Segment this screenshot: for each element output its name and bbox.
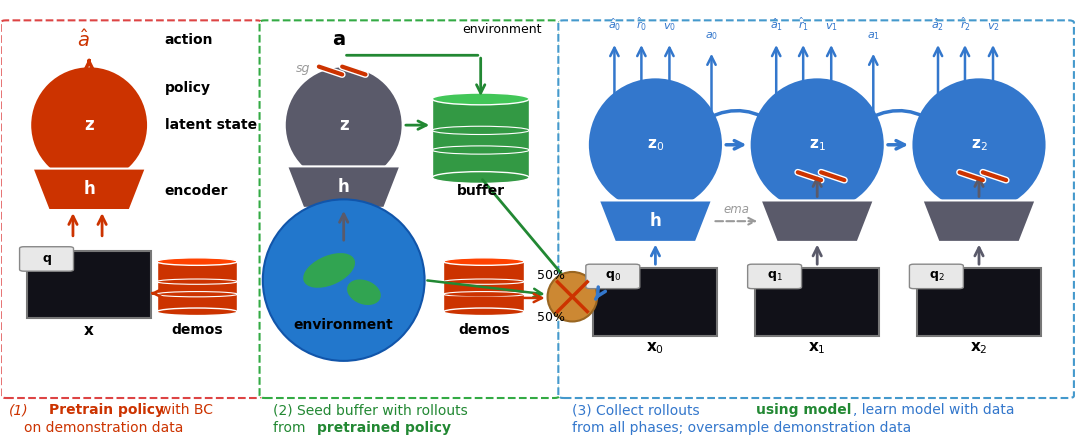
Text: h: h [338, 178, 350, 196]
Text: q$_2$: q$_2$ [929, 269, 944, 283]
Text: action: action [164, 33, 213, 47]
Bar [917, 268, 1041, 336]
Text: $a_0$: $a_0$ [705, 30, 718, 42]
Text: buffer: buffer [457, 184, 504, 198]
Text: ema: ema [724, 203, 750, 216]
Text: pretrained policy: pretrained policy [316, 421, 450, 434]
Text: $v_2$: $v_2$ [987, 21, 999, 33]
Text: with BC: with BC [160, 403, 214, 417]
FancyBboxPatch shape [558, 20, 1074, 398]
Ellipse shape [303, 253, 355, 288]
FancyBboxPatch shape [259, 20, 559, 398]
Polygon shape [598, 201, 712, 242]
Ellipse shape [347, 279, 381, 305]
FancyBboxPatch shape [747, 264, 801, 289]
Polygon shape [287, 166, 401, 208]
Text: on demonstration data: on demonstration data [25, 421, 184, 434]
Text: $\hat{a}_0$: $\hat{a}_0$ [608, 17, 621, 33]
Ellipse shape [912, 77, 1047, 212]
Text: $a_1$: $a_1$ [867, 30, 880, 42]
Bar [444, 261, 525, 312]
Bar [157, 261, 238, 312]
Ellipse shape [157, 258, 238, 265]
Text: $\hat{r}_2$: $\hat{r}_2$ [959, 16, 971, 33]
Text: x$_0$: x$_0$ [646, 340, 664, 356]
Text: x$_1$: x$_1$ [808, 340, 826, 356]
Ellipse shape [548, 272, 597, 321]
Text: q: q [42, 252, 51, 265]
Text: Pretrain policy: Pretrain policy [50, 403, 164, 417]
Polygon shape [760, 201, 874, 242]
FancyBboxPatch shape [19, 247, 73, 271]
Text: $\hat{a}$: $\hat{a}$ [78, 29, 90, 51]
Ellipse shape [588, 77, 724, 212]
Text: z: z [339, 116, 349, 134]
FancyBboxPatch shape [909, 264, 963, 289]
Polygon shape [32, 169, 146, 210]
Ellipse shape [432, 93, 529, 105]
FancyBboxPatch shape [1, 20, 261, 398]
Text: from all phases; oversample demonstration data: from all phases; oversample demonstratio… [572, 421, 912, 434]
Ellipse shape [262, 199, 424, 361]
Ellipse shape [30, 66, 148, 184]
Polygon shape [922, 201, 1036, 242]
Text: z: z [84, 116, 94, 134]
Ellipse shape [157, 308, 238, 315]
Text: , learn model with data: , learn model with data [853, 403, 1014, 417]
Text: from: from [272, 421, 309, 434]
Bar [593, 268, 717, 336]
Text: demos: demos [172, 323, 222, 337]
Text: (3) Collect rollouts: (3) Collect rollouts [572, 403, 704, 417]
Text: environment: environment [294, 318, 393, 332]
Text: x: x [84, 323, 94, 338]
Text: h: h [649, 212, 661, 230]
Text: $\hat{a}_2$: $\hat{a}_2$ [931, 17, 945, 33]
Text: environment: environment [462, 23, 542, 35]
Text: demos: demos [458, 323, 510, 337]
Ellipse shape [284, 66, 403, 184]
Text: z$_1$: z$_1$ [809, 137, 825, 152]
Text: q$_1$: q$_1$ [767, 269, 783, 283]
Text: $\hat{r}_1$: $\hat{r}_1$ [798, 16, 809, 33]
Bar [27, 251, 151, 318]
Ellipse shape [750, 77, 886, 212]
Text: a: a [332, 31, 345, 49]
Bar [432, 99, 529, 177]
Text: $v_0$: $v_0$ [663, 21, 676, 33]
Ellipse shape [444, 258, 525, 265]
FancyBboxPatch shape [585, 264, 639, 289]
Text: encoder: encoder [164, 184, 228, 198]
Text: (1): (1) [10, 403, 29, 417]
Text: $v_1$: $v_1$ [825, 21, 838, 33]
Text: using model: using model [756, 403, 851, 417]
Bar [755, 268, 879, 336]
Text: policy: policy [164, 81, 211, 95]
Text: (2) Seed buffer with rollouts: (2) Seed buffer with rollouts [272, 403, 468, 417]
Text: z$_2$: z$_2$ [971, 137, 987, 152]
Ellipse shape [444, 308, 525, 315]
Text: z$_0$: z$_0$ [647, 137, 664, 152]
Text: 50%: 50% [537, 269, 565, 282]
Ellipse shape [432, 172, 529, 184]
Text: q$_0$: q$_0$ [605, 269, 621, 283]
Text: $\hat{r}_0$: $\hat{r}_0$ [636, 16, 647, 33]
Text: latent state: latent state [164, 118, 257, 132]
Text: x$_2$: x$_2$ [970, 340, 988, 356]
Text: sg: sg [296, 62, 310, 75]
Text: $\hat{a}_1$: $\hat{a}_1$ [770, 17, 783, 33]
Text: 50%: 50% [537, 311, 565, 324]
Text: h: h [83, 180, 95, 198]
